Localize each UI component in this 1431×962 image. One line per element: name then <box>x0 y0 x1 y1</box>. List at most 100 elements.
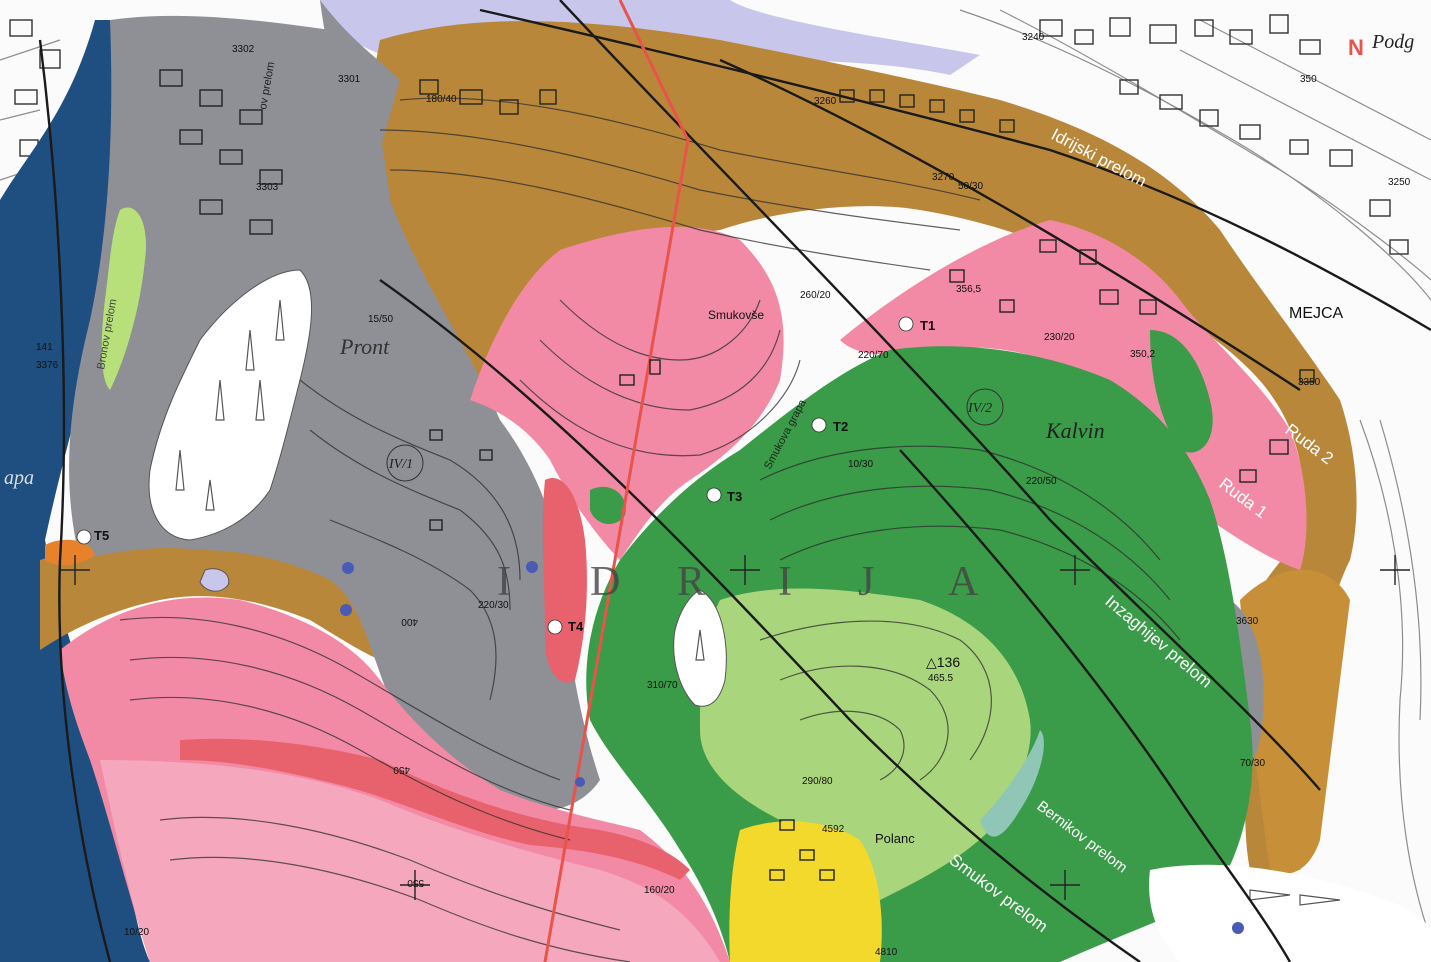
label-p4810: 4810 <box>875 947 898 958</box>
label-d70-30: 70/30 <box>1240 758 1265 769</box>
label-apa: apa <box>4 467 34 489</box>
grid-crosses <box>60 555 1410 900</box>
unit-brown-southwest <box>40 537 433 667</box>
unit-orange <box>45 539 95 566</box>
label-d160-20: 160/20 <box>644 885 675 896</box>
survey-labels: 3302 3301 3303 3240 3250 3260 3270 3350 … <box>36 32 1411 958</box>
label-c550: 550 <box>407 877 424 888</box>
label-p3350: 3350 <box>1298 377 1321 388</box>
idrija-letters: I D R I J A <box>497 559 979 605</box>
unit-light-green <box>700 588 1031 900</box>
label-d141: 141 <box>36 342 53 353</box>
label-p3260: 3260 <box>814 96 837 107</box>
label-p350-2: 350,2 <box>1130 349 1155 360</box>
label-d10-30: 10/30 <box>848 459 873 470</box>
site-t5[interactable]: T5 <box>76 528 109 545</box>
site-t1-label: T1 <box>920 318 935 333</box>
label-pront: Pront <box>339 334 390 359</box>
label-zone-iv2: IV/2 <box>967 401 992 416</box>
label-d220-30: 220/30 <box>478 600 509 611</box>
site-t4-marker[interactable] <box>547 619 563 635</box>
idrija-letter: R <box>677 559 705 605</box>
label-p3250: 3250 <box>1388 177 1411 188</box>
site-t1-marker[interactable] <box>898 316 914 332</box>
unit-navy <box>0 20 150 962</box>
site-t3-label: T3 <box>727 489 742 504</box>
map-buildings <box>159 69 1315 881</box>
north-arrow-label: N <box>1348 35 1364 60</box>
zone-iv1-circle <box>386 444 424 482</box>
unit-brown-east <box>1240 570 1350 874</box>
contour-lines <box>119 97 1181 962</box>
white-landslide-center <box>673 589 727 707</box>
label-d220-70: 220/70 <box>858 350 889 361</box>
site-t3[interactable]: T3 <box>706 487 742 504</box>
label-d10-20: 10/20 <box>124 927 149 938</box>
unit-dark-green-east <box>1150 330 1213 453</box>
label-p3240: 3240 <box>1022 32 1045 43</box>
unit-brown-north <box>365 21 1357 870</box>
label-d220-50: 220/50 <box>1026 476 1057 487</box>
site-t2[interactable]: T2 <box>811 417 848 434</box>
profile-red-line <box>543 0 690 962</box>
label-kalvin: Kalvin <box>1045 418 1105 443</box>
sample-point <box>575 777 585 787</box>
site-t3-marker[interactable] <box>706 487 722 503</box>
sample-point <box>526 561 538 573</box>
label-d15-50: 15/50 <box>368 314 393 325</box>
label-summit-elev: 465.5 <box>928 673 953 684</box>
label-c350: 350 <box>1300 74 1317 85</box>
white-landslide-southeast <box>1149 864 1431 962</box>
label-p4592: 4592 <box>822 824 845 835</box>
site-t4-label: T4 <box>568 619 584 634</box>
site-t4[interactable]: T4 <box>547 619 584 635</box>
site-t2-marker[interactable] <box>811 417 827 433</box>
unit-gray-north <box>320 0 400 150</box>
fault-parallel <box>719 58 1301 392</box>
label-polanc: Polanc <box>875 831 915 846</box>
zone-iv2-circle <box>966 388 1004 426</box>
label-p3301: 3301 <box>338 74 361 85</box>
label-d260-20: 260/20 <box>800 290 831 301</box>
unit-teal <box>980 730 1044 837</box>
label-zone-iv1: IV/1 <box>388 457 413 472</box>
label-p356-5: 356,5 <box>956 284 981 295</box>
unit-red-strip <box>180 738 690 880</box>
label-d3376: 3376 <box>36 360 59 371</box>
idrija-letter: J <box>858 559 874 605</box>
site-t5-marker[interactable] <box>76 529 92 545</box>
label-d310-70: 310/70 <box>647 680 678 691</box>
idrija-letter: A <box>948 559 979 605</box>
base-topography <box>0 9 1431 941</box>
label-podg: Podg <box>1371 31 1414 53</box>
fault-lines <box>38 0 1431 962</box>
label-d290-80: 290/80 <box>802 776 833 787</box>
idrija-letter: D <box>590 559 620 605</box>
unit-green-patch <box>590 486 626 525</box>
lavender-pond <box>199 568 230 592</box>
label-p3630: 3630 <box>1236 616 1259 627</box>
site-markers: T1 T2 T3 T4 T5 <box>76 316 935 635</box>
unit-pink-south-light <box>100 760 720 962</box>
site-t1[interactable]: T1 <box>898 316 935 333</box>
label-d230-20: 230/20 <box>1044 332 1075 343</box>
zone-labels: IV/1 IV/2 <box>388 401 992 472</box>
idrija-letter: I <box>497 559 511 605</box>
site-t5-label: T5 <box>94 528 109 543</box>
fault-bernikov <box>899 449 1292 962</box>
label-mejca: MEJCA <box>1289 305 1344 322</box>
sample-point <box>340 604 352 616</box>
label-p3302: 3302 <box>232 44 255 55</box>
label-d180-40: 180/40 <box>426 94 457 105</box>
sample-point <box>342 562 354 574</box>
site-t2-label: T2 <box>833 419 848 434</box>
unit-pink-central <box>470 226 784 561</box>
fault-smukov <box>379 279 1141 962</box>
zone-markers <box>386 388 1004 482</box>
fault-inzaghijev <box>559 0 1321 791</box>
label-c450: 450 <box>393 764 410 775</box>
unit-yellow <box>729 821 882 962</box>
idrija-letter: I <box>778 559 792 605</box>
fault-idrijski <box>479 8 1431 332</box>
